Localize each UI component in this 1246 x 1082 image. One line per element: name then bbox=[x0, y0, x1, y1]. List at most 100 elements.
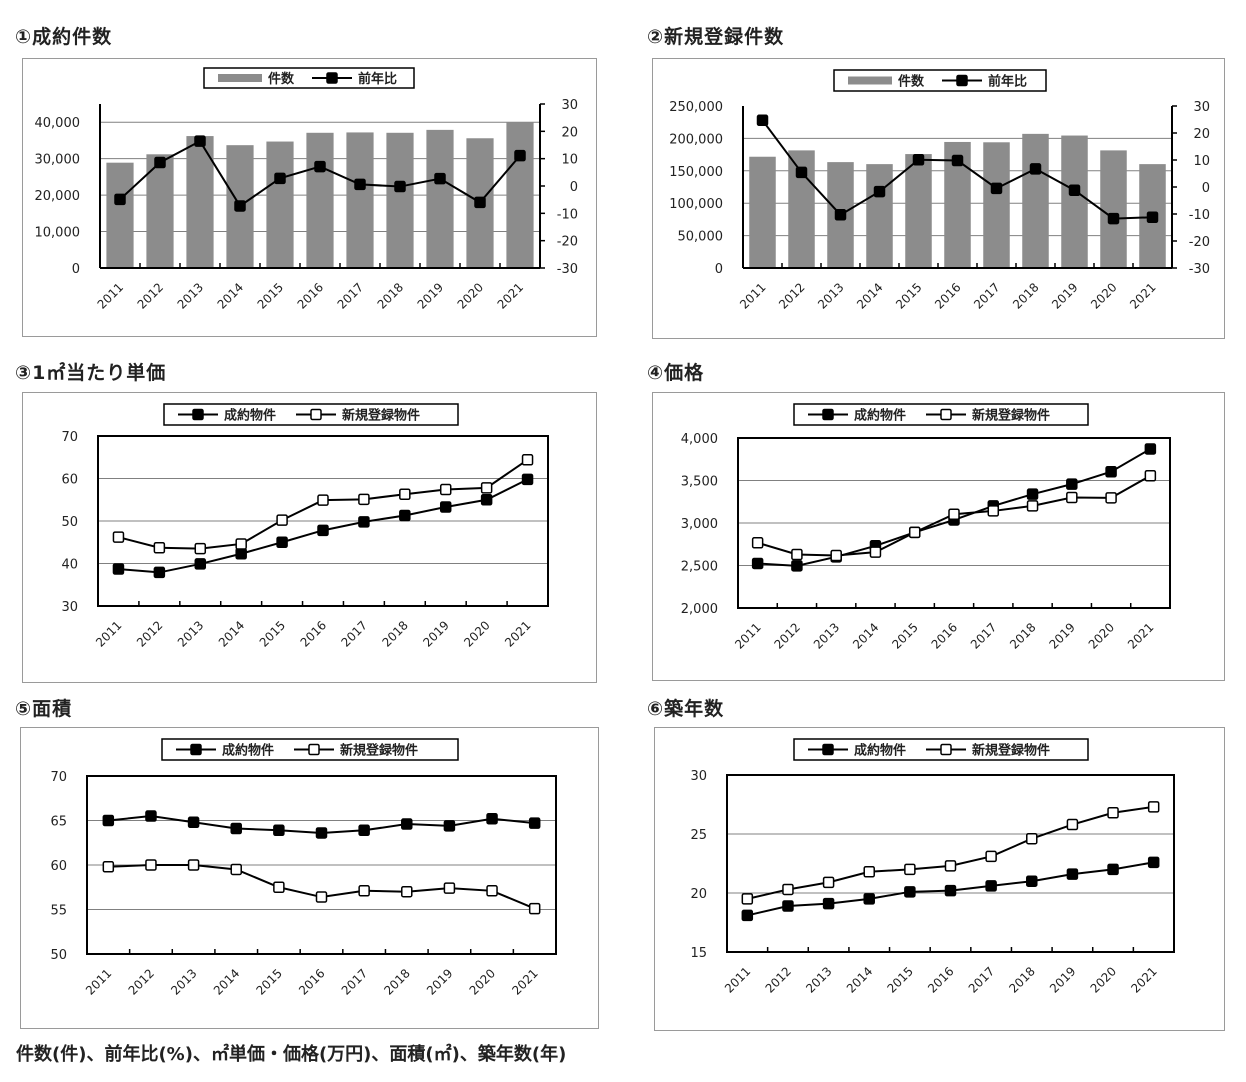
chart-title-3: ③1㎡当たり単価 bbox=[15, 362, 167, 384]
data-point-2017 bbox=[358, 885, 370, 897]
data-point-2019 bbox=[1066, 818, 1079, 831]
data-point-2011 bbox=[102, 861, 115, 873]
y-right-tick-label: 30 bbox=[1193, 100, 1210, 115]
bar-2020 bbox=[1100, 150, 1127, 268]
x-tick-label: 2013 bbox=[811, 620, 842, 651]
data-point-2021 bbox=[514, 149, 526, 162]
plot-frame bbox=[86, 775, 557, 955]
x-tick-label: 2019 bbox=[1046, 620, 1077, 651]
x-tick-label: 2021 bbox=[1125, 620, 1156, 651]
data-point-2017 bbox=[358, 493, 370, 506]
data-point-2018 bbox=[1026, 832, 1038, 845]
x-tick-label: 2012 bbox=[763, 964, 794, 995]
data-point-2017 bbox=[985, 880, 997, 892]
data-point-2021 bbox=[521, 454, 534, 466]
legend-marker bbox=[940, 408, 952, 421]
x-tick-label: 2011 bbox=[737, 280, 768, 311]
data-point-2020 bbox=[1107, 807, 1119, 819]
y-right-tick-label: -20 bbox=[1189, 235, 1210, 250]
data-point-2013 bbox=[187, 816, 200, 829]
x-tick-label: 2011 bbox=[95, 280, 126, 311]
x-tick-label: 2017 bbox=[968, 620, 999, 651]
y-right-tick-label: -30 bbox=[1189, 262, 1210, 277]
data-point-2015 bbox=[912, 153, 925, 166]
data-point-2012 bbox=[791, 548, 803, 561]
x-tick-label: 2017 bbox=[339, 618, 370, 649]
y-tick-label: 2,500 bbox=[681, 560, 718, 575]
legend-label: 前年比 bbox=[358, 71, 397, 87]
legend-marker bbox=[822, 743, 834, 756]
y-tick-label: 70 bbox=[61, 430, 78, 445]
data-point-2019 bbox=[1068, 184, 1081, 196]
data-point-2011 bbox=[112, 563, 125, 575]
x-tick-label: 2017 bbox=[339, 966, 370, 997]
chart-1: 0 10,000 20,000 30,000 40,000 -30 -20 -10 0 10 20 3… bbox=[35, 67, 578, 312]
data-point-2012 bbox=[153, 542, 166, 554]
data-point-2019 bbox=[443, 820, 456, 832]
chart-2: 0 50,000 100,000 150,000 200,000 250,000 -30 -2… bbox=[669, 69, 1210, 312]
data-point-2017 bbox=[985, 850, 997, 863]
data-point-2018 bbox=[1029, 163, 1042, 175]
data-point-2014 bbox=[863, 893, 875, 905]
data-point-2011 bbox=[741, 893, 754, 905]
chart-panel-1 bbox=[22, 58, 597, 337]
data-point-2021 bbox=[1144, 443, 1157, 455]
x-tick-label: 2015 bbox=[255, 280, 286, 311]
data-point-2019 bbox=[1066, 868, 1079, 880]
x-tick-label: 2018 bbox=[375, 280, 406, 311]
y-tick-label: 60 bbox=[50, 859, 67, 874]
x-tick-label: 2018 bbox=[379, 618, 410, 649]
y-right-tick-label: 30 bbox=[561, 98, 578, 113]
data-point-2015 bbox=[904, 886, 916, 898]
x-tick-label: 2013 bbox=[175, 280, 206, 311]
data-point-2012 bbox=[154, 156, 166, 169]
y-tick-label: 30,000 bbox=[35, 153, 81, 168]
x-tick-label: 2013 bbox=[803, 964, 834, 995]
x-tick-label: 2014 bbox=[854, 280, 885, 311]
data-point-2011 bbox=[751, 557, 764, 570]
y-tick-label: 200,000 bbox=[669, 132, 723, 147]
y-tick-label: 55 bbox=[50, 904, 67, 919]
legend: 成約物件 新規登録物件 bbox=[161, 738, 459, 761]
data-point-2015 bbox=[276, 514, 288, 526]
x-tick-label: 2016 bbox=[932, 280, 963, 311]
data-point-2012 bbox=[145, 810, 157, 822]
y-tick-label: 3,000 bbox=[681, 517, 718, 532]
data-point-2013 bbox=[834, 209, 847, 221]
data-point-2018 bbox=[394, 180, 406, 193]
y-right-tick-label: 10 bbox=[1193, 154, 1210, 169]
bar-2011 bbox=[106, 162, 134, 268]
legend-marker bbox=[310, 408, 322, 421]
x-tick-label: 2021 bbox=[509, 966, 540, 997]
data-point-2019 bbox=[1066, 491, 1078, 504]
data-point-2021 bbox=[1146, 211, 1159, 223]
data-point-2014 bbox=[873, 185, 886, 198]
bar-2019 bbox=[1061, 135, 1088, 268]
x-tick-label: 2015 bbox=[893, 280, 924, 311]
legend-marker bbox=[326, 72, 338, 84]
y-right-tick-label: 10 bbox=[561, 153, 578, 168]
legend-marker bbox=[308, 743, 320, 756]
y-right-tick-label: 20 bbox=[561, 125, 578, 140]
chart-3: 30 40 50 60 70 2011 2012 2013 2014 2015 2016 2017 20… bbox=[61, 403, 549, 650]
x-tick-label: 2019 bbox=[1047, 964, 1078, 995]
data-point-2015 bbox=[274, 172, 286, 185]
data-point-2020 bbox=[486, 885, 498, 897]
x-tick-label: 2019 bbox=[420, 618, 451, 649]
x-tick-label: 2012 bbox=[126, 966, 157, 997]
chart-panel-3 bbox=[22, 392, 597, 683]
chart-panel-5 bbox=[20, 727, 599, 1029]
y-tick-label: 150,000 bbox=[669, 165, 723, 180]
x-tick-label: 2019 bbox=[424, 966, 455, 997]
y-right-tick-label: -30 bbox=[557, 262, 578, 277]
x-tick-label: 2015 bbox=[253, 966, 284, 997]
chart-title-5: ⑤面積 bbox=[15, 698, 73, 720]
chart-title-2: ②新規登録件数 bbox=[647, 26, 785, 48]
bar-2021 bbox=[506, 122, 534, 268]
data-point-2021 bbox=[1144, 469, 1157, 482]
data-point-2018 bbox=[399, 509, 411, 522]
data-point-2011 bbox=[741, 909, 754, 922]
legend-box bbox=[203, 67, 415, 89]
data-point-2020 bbox=[1105, 492, 1117, 504]
data-point-2020 bbox=[1107, 212, 1120, 225]
